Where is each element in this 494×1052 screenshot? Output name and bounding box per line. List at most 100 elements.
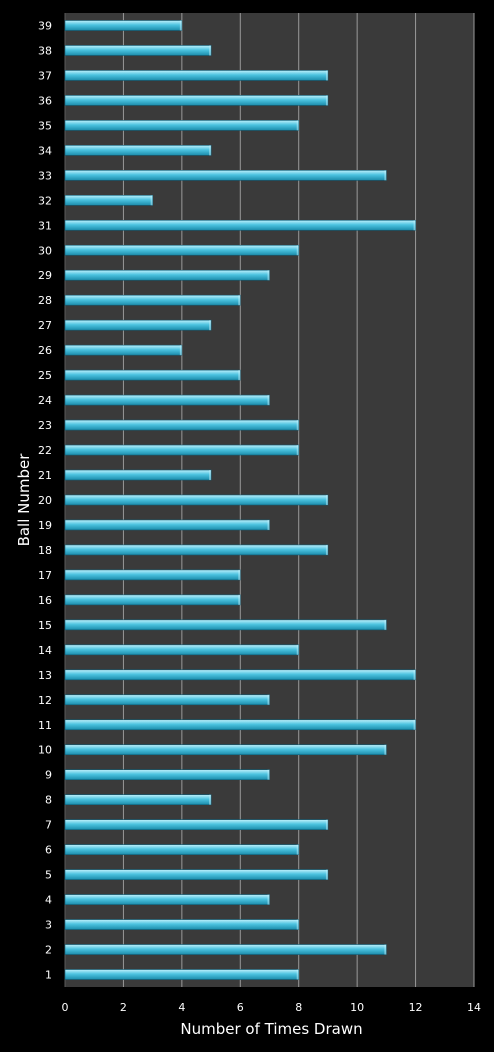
y-tick-label: 26 xyxy=(38,344,52,357)
bar xyxy=(64,894,270,905)
bar-end-highlight xyxy=(325,544,328,555)
bar-end-highlight xyxy=(267,894,270,905)
y-tick-label: 9 xyxy=(45,769,52,782)
bar-end-highlight xyxy=(296,919,299,930)
x-tick-label: 8 xyxy=(295,1001,302,1014)
bar-end-highlight xyxy=(325,869,328,880)
y-tick-label: 12 xyxy=(38,694,52,707)
bar xyxy=(64,70,329,81)
y-tick-label: 10 xyxy=(38,744,52,757)
bar xyxy=(64,419,300,431)
bar-end-highlight xyxy=(209,320,212,331)
y-tick-label: 17 xyxy=(38,569,52,582)
bar-end-highlight xyxy=(209,145,212,156)
bar xyxy=(64,794,212,805)
y-tick-label: 14 xyxy=(38,644,52,657)
bar-end-highlight xyxy=(238,295,241,306)
bar xyxy=(64,819,329,830)
bar-end-highlight xyxy=(384,744,387,755)
bar-end-highlight xyxy=(296,969,299,980)
bar-end-highlight xyxy=(413,220,416,231)
bar xyxy=(64,969,300,980)
bar-end-highlight xyxy=(296,420,299,431)
bar xyxy=(64,120,300,131)
bar-end-highlight xyxy=(238,569,241,580)
y-tick-label: 33 xyxy=(38,169,52,182)
y-tick-label: 39 xyxy=(38,19,52,32)
bar xyxy=(64,769,270,781)
bar xyxy=(64,844,300,855)
bar-end-highlight xyxy=(384,170,387,181)
y-tick-label: 38 xyxy=(38,44,52,57)
y-tick-label: 1 xyxy=(45,969,52,982)
bar xyxy=(64,294,241,306)
y-tick-label: 4 xyxy=(45,894,52,907)
bar-end-highlight xyxy=(384,944,387,955)
y-tick-label: 34 xyxy=(38,144,52,157)
bar-end-highlight xyxy=(296,120,299,131)
bar xyxy=(64,369,241,381)
y-tick-label: 37 xyxy=(38,69,52,82)
y-tick-label: 16 xyxy=(38,594,52,607)
y-tick-label: 2 xyxy=(45,944,52,957)
bar-end-highlight xyxy=(296,245,299,256)
bar xyxy=(64,744,387,756)
y-tick-label: 36 xyxy=(38,94,52,107)
y-tick-label: 28 xyxy=(38,294,52,307)
y-tick-label: 5 xyxy=(45,869,52,882)
x-tick-label: 10 xyxy=(350,1001,364,1014)
y-tick-label: 31 xyxy=(38,219,52,232)
bar-end-highlight xyxy=(296,644,299,655)
bar-end-highlight xyxy=(150,195,153,206)
bar xyxy=(64,319,212,331)
x-tick-label: 2 xyxy=(120,1001,127,1014)
x-tick-labels: 0 2 4 6 8 10 12 14 xyxy=(62,1001,482,1014)
y-tick-label: 3 xyxy=(45,919,52,932)
y-tick-label: 27 xyxy=(38,319,52,332)
bar xyxy=(64,219,416,231)
bar-end-highlight xyxy=(267,519,270,530)
bar xyxy=(64,45,212,56)
x-tick-label: 0 xyxy=(62,1001,69,1014)
bar-end-highlight xyxy=(267,395,270,406)
y-tick-label: 8 xyxy=(45,794,52,807)
y-tick-label: 6 xyxy=(45,844,52,857)
y-tick-labels: 1234567891011121314151617181920212223242… xyxy=(38,19,52,981)
x-tick-label: 6 xyxy=(237,1001,244,1014)
y-tick-label: 30 xyxy=(38,244,52,257)
bar xyxy=(64,669,416,681)
y-tick-label: 15 xyxy=(38,619,52,632)
bar-end-highlight xyxy=(384,619,387,630)
bar xyxy=(64,20,183,31)
bar xyxy=(64,619,387,631)
bars xyxy=(64,20,416,980)
y-tick-label: 19 xyxy=(38,519,52,532)
bar-end-highlight xyxy=(413,719,416,730)
y-tick-label: 21 xyxy=(38,469,52,482)
y-tick-label: 35 xyxy=(38,119,52,132)
y-tick-label: 23 xyxy=(38,419,52,432)
bar xyxy=(64,919,300,930)
y-tick-label: 29 xyxy=(38,269,52,282)
bar-end-highlight xyxy=(267,769,270,780)
y-tick-label: 11 xyxy=(38,719,52,732)
bar-end-highlight xyxy=(209,794,212,805)
bar-end-highlight xyxy=(413,669,416,680)
bar-end-highlight xyxy=(296,445,299,456)
y-axis-title: Ball Number xyxy=(15,453,33,547)
y-tick-label: 7 xyxy=(45,819,52,832)
bar-end-highlight xyxy=(325,95,328,106)
bar-end-highlight xyxy=(179,20,182,31)
x-tick-label: 14 xyxy=(467,1001,481,1014)
bar xyxy=(64,869,329,880)
bar-end-highlight xyxy=(238,370,241,381)
y-tick-label: 13 xyxy=(38,669,52,682)
bar xyxy=(64,644,300,656)
bar-end-highlight xyxy=(325,70,328,81)
bar-end-highlight xyxy=(179,345,182,356)
bar-end-highlight xyxy=(209,470,212,481)
bar-end-highlight xyxy=(209,45,212,56)
x-axis-title: Number of Times Drawn xyxy=(180,1020,362,1038)
bar xyxy=(64,719,416,731)
